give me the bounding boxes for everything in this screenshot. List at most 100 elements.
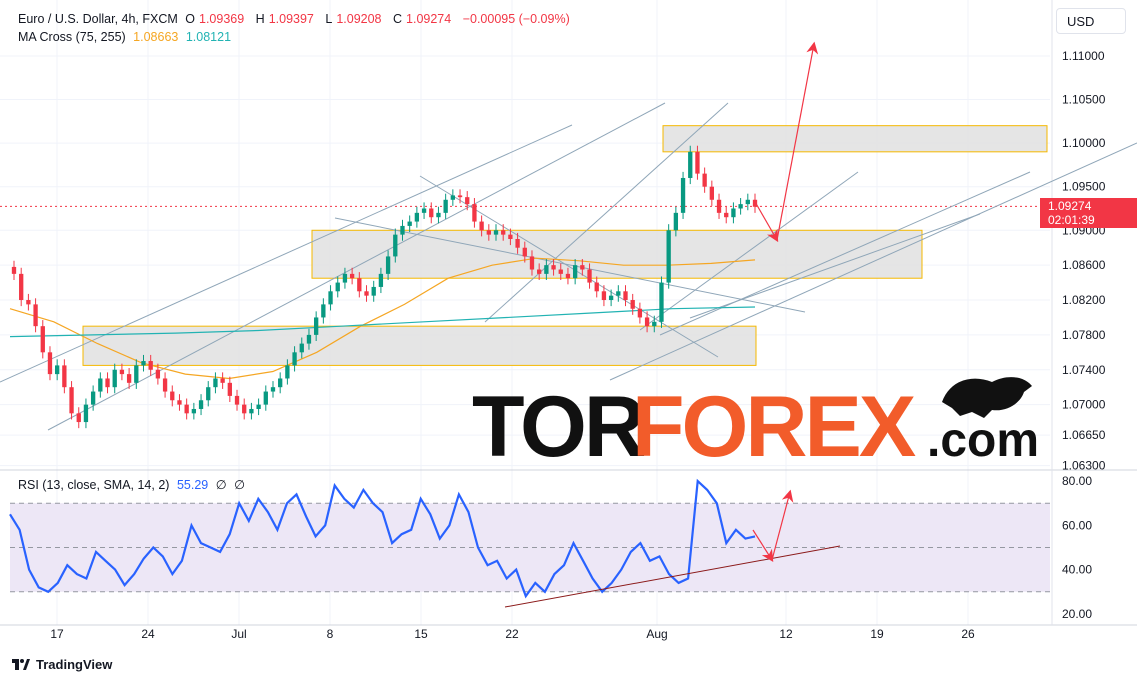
candle-body <box>400 225 405 235</box>
candle-body <box>666 230 671 283</box>
candle-body <box>76 413 81 423</box>
price-tick-label: 1.08600 <box>1062 258 1106 272</box>
candle-body <box>321 304 326 318</box>
candle-body <box>436 212 441 218</box>
candle-body <box>155 369 161 379</box>
currency-button[interactable]: USD <box>1056 8 1126 34</box>
candle-body <box>285 365 290 379</box>
torforex-watermark: TOR FOREX .com <box>472 372 1042 475</box>
candle-body <box>385 256 391 274</box>
candle-body <box>62 365 67 388</box>
candle-body <box>141 361 146 366</box>
time-tick-label: 8 <box>327 627 334 641</box>
rsi-band <box>10 502 1050 593</box>
candle-body <box>11 266 17 274</box>
candle-body <box>19 273 24 301</box>
rsi-axis[interactable]: 80.00 60.00 40.00 20.00 <box>1062 474 1092 621</box>
candle-body <box>47 352 53 375</box>
rsi-series-line <box>9 478 756 599</box>
symbol-title[interactable]: Euro / U.S. Dollar, 4h, FXCM <box>18 12 178 26</box>
watermark-forex: FOREX <box>632 379 916 467</box>
tradingview-logo-icon <box>12 659 30 670</box>
candle-body <box>731 208 736 218</box>
candle-body <box>637 308 643 318</box>
candle-body <box>378 273 384 287</box>
candle-body <box>198 400 204 409</box>
candle-body <box>33 304 38 327</box>
trend-line <box>609 142 1137 381</box>
ma-fast-line <box>9 257 756 380</box>
candle-body <box>565 273 571 279</box>
ma-legend[interactable]: MA Cross (75, 255) 1.08663 1.08121 <box>18 30 235 44</box>
trend-line <box>0 124 573 383</box>
candle-body <box>738 204 743 209</box>
rsi-trend-line <box>504 545 841 608</box>
candle-body <box>695 151 700 174</box>
rsi-legend[interactable]: RSI (13, close, SMA, 14, 2) 55.29 ∅ ∅ <box>18 477 249 492</box>
price-tick-label: 1.07400 <box>1062 363 1106 377</box>
candle-body <box>414 212 420 222</box>
forecast-arrow-down <box>753 199 779 243</box>
rsi-tick-label: 20.00 <box>1062 607 1092 621</box>
candle-body <box>472 204 477 222</box>
price-tick-label: 1.07000 <box>1062 398 1106 412</box>
rsi-value: 55.29 <box>176 478 209 492</box>
time-axis[interactable]: 17 24 Jul 8 15 22 Aug 12 19 26 <box>50 627 975 641</box>
candle-body <box>184 404 189 414</box>
candle-body <box>429 208 434 218</box>
candle-body <box>551 265 556 270</box>
tradingview-label: TradingView <box>36 657 113 672</box>
candle-body <box>213 378 218 388</box>
candle-body <box>90 391 96 405</box>
candle-body <box>126 374 132 383</box>
candle-body <box>306 334 312 344</box>
tradingview-brand[interactable]: TradingView <box>12 657 112 672</box>
candle-body <box>292 352 297 366</box>
ma-slow-value: 1.08121 <box>185 30 232 44</box>
candle-body <box>263 391 268 405</box>
candle-body <box>572 265 578 279</box>
rsi-arrow-down <box>752 529 774 563</box>
candle-body <box>529 256 535 270</box>
candle-body <box>680 177 686 213</box>
candle-body <box>162 378 168 392</box>
candle-body <box>98 378 103 392</box>
price-tick-label: 1.09500 <box>1062 180 1106 194</box>
forecast-arrow-up <box>776 41 819 241</box>
rsi-tick-label: 60.00 <box>1062 518 1092 532</box>
candle-body <box>328 291 333 305</box>
candle-body <box>652 321 657 327</box>
candle-body <box>486 230 491 235</box>
candle-body <box>40 326 45 353</box>
candle-body <box>493 230 499 235</box>
candle-body <box>616 291 621 296</box>
candle-body <box>522 247 527 257</box>
candle-body <box>659 282 664 322</box>
candle-body <box>313 317 319 335</box>
candle-body <box>342 273 348 283</box>
candle-body <box>119 369 125 375</box>
candle-body <box>630 300 635 309</box>
time-tick-label: 12 <box>779 627 793 641</box>
candle-body <box>371 286 376 296</box>
forecast-arrows <box>752 41 819 563</box>
candle-body <box>170 391 175 401</box>
price-tick-label: 1.11000 <box>1062 49 1105 63</box>
candle-body <box>134 365 139 383</box>
zone-resistance <box>662 125 1048 153</box>
candle-body <box>234 395 240 405</box>
bar-countdown: 02:01:39 <box>1048 213 1095 227</box>
candle-body <box>206 387 211 401</box>
price-axis[interactable]: 1.110001.105001.100001.095001.090001.086… <box>1062 49 1106 473</box>
time-tick-label: Jul <box>231 627 246 641</box>
candle-body <box>537 269 542 274</box>
candle-body <box>580 265 585 270</box>
candle-body <box>443 199 448 213</box>
rsi-arrow-up <box>771 489 794 561</box>
candle-body <box>249 408 254 414</box>
candle-body <box>608 295 614 301</box>
rsi-tick-label: 40.00 <box>1062 563 1092 577</box>
moving-averages <box>9 257 756 380</box>
candle-body <box>55 365 60 375</box>
price-tick-label: 1.06300 <box>1062 459 1106 473</box>
